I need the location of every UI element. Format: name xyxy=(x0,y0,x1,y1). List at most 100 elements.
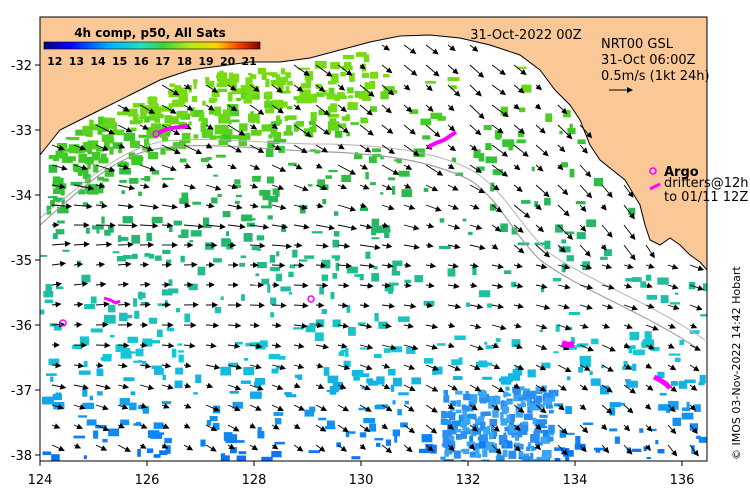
current-arrow xyxy=(556,163,564,171)
sst-patch xyxy=(297,374,303,380)
sst-patch xyxy=(374,313,379,322)
sst-patch xyxy=(578,343,589,346)
sst-patch xyxy=(517,242,530,246)
sst-patch xyxy=(276,251,280,257)
sst-patch xyxy=(495,396,501,405)
sst-patch xyxy=(297,67,310,70)
sst-patch xyxy=(43,291,54,298)
sst-patch xyxy=(628,348,633,354)
current-arrow xyxy=(579,344,595,352)
current-arrow xyxy=(601,444,610,454)
sst-patch xyxy=(522,392,527,398)
sst-patch xyxy=(177,350,184,353)
sst-patch xyxy=(168,288,179,294)
sst-patch xyxy=(419,448,430,454)
sst-patch xyxy=(45,373,57,376)
current-arrow xyxy=(644,444,651,451)
sst-patch xyxy=(104,168,114,177)
sst-patch xyxy=(659,392,667,396)
sst-patch xyxy=(380,156,384,160)
current-arrow xyxy=(447,184,459,191)
sst-patch xyxy=(327,114,340,118)
sst-patch xyxy=(332,319,341,328)
current-arrow xyxy=(403,424,416,434)
sst-patch xyxy=(200,123,207,132)
sst-patch xyxy=(517,130,525,138)
sst-patch xyxy=(281,224,286,233)
current-arrow xyxy=(534,103,542,110)
sst-patch xyxy=(245,342,254,347)
sst-patch xyxy=(678,380,688,389)
sst-patch xyxy=(539,329,543,332)
sst-patch xyxy=(351,370,364,377)
sst-patch xyxy=(463,417,470,425)
current-arrow xyxy=(623,263,634,270)
sst-patch xyxy=(46,205,51,215)
current-arrow xyxy=(293,342,305,349)
current-arrow xyxy=(469,404,478,411)
current-arrow xyxy=(271,123,279,130)
sst-patch xyxy=(140,178,146,181)
current-arrow xyxy=(381,444,393,454)
sst-patch xyxy=(81,274,91,283)
sst-patch xyxy=(531,459,538,461)
sst-patch xyxy=(161,401,172,405)
sst-patch xyxy=(239,132,251,140)
sst-patch xyxy=(544,392,554,398)
sst-patch xyxy=(221,124,227,134)
sst-patch xyxy=(131,159,137,165)
credit-text: © IMOS 03-Nov-2022 14:42 Hobart xyxy=(730,266,743,460)
current-arrow xyxy=(469,424,479,432)
sst-patch xyxy=(670,382,679,386)
sst-patch xyxy=(600,385,607,391)
current-arrow xyxy=(403,64,418,76)
current-arrow xyxy=(51,301,62,308)
current-arrow xyxy=(689,444,699,457)
sst-patch xyxy=(275,273,282,282)
current-arrow xyxy=(183,183,196,190)
current-arrow xyxy=(271,342,282,349)
current-arrow xyxy=(183,104,194,111)
current-arrow xyxy=(337,143,345,150)
current-arrow xyxy=(381,64,393,74)
sst-patch xyxy=(56,286,64,290)
sst-patch xyxy=(535,441,543,446)
sst-patch xyxy=(325,175,332,179)
sst-patch xyxy=(312,123,317,133)
sst-patch xyxy=(361,386,367,390)
sst-patch xyxy=(468,231,473,236)
sst-patch xyxy=(477,389,485,396)
sst-patch xyxy=(284,116,288,122)
sst-patch xyxy=(350,122,359,125)
sst-patch xyxy=(199,112,205,118)
sst-patch xyxy=(83,455,87,460)
argo-legend: Argo drifters@12h to 01/11 12Z xyxy=(649,165,749,205)
sst-patch xyxy=(570,337,575,345)
sst-patch xyxy=(144,176,151,182)
sst-patch xyxy=(134,310,140,319)
sst-patch xyxy=(151,365,162,370)
current-arrow xyxy=(403,303,417,309)
current-arrow xyxy=(513,343,523,349)
sst-patch xyxy=(390,384,395,392)
current-arrow xyxy=(337,242,351,249)
current-arrow xyxy=(117,403,129,410)
sst-patch xyxy=(469,451,476,458)
sst-patch xyxy=(369,423,377,432)
current-arrow xyxy=(73,301,84,308)
sst-patch xyxy=(322,199,327,205)
sst-patch xyxy=(502,139,515,148)
current-arrow xyxy=(161,443,169,449)
current-arrow xyxy=(667,404,676,413)
sst-patch xyxy=(401,189,413,198)
current-arrow xyxy=(689,304,703,311)
current-arrow xyxy=(359,144,372,153)
sst-patch xyxy=(547,436,554,442)
sst-patch xyxy=(455,390,463,395)
sst-patch xyxy=(337,92,346,99)
current-arrow xyxy=(205,184,222,191)
current-arrow xyxy=(51,423,61,429)
drifter-track xyxy=(652,374,672,390)
current-arrow xyxy=(535,423,542,431)
current-arrow xyxy=(623,224,636,240)
